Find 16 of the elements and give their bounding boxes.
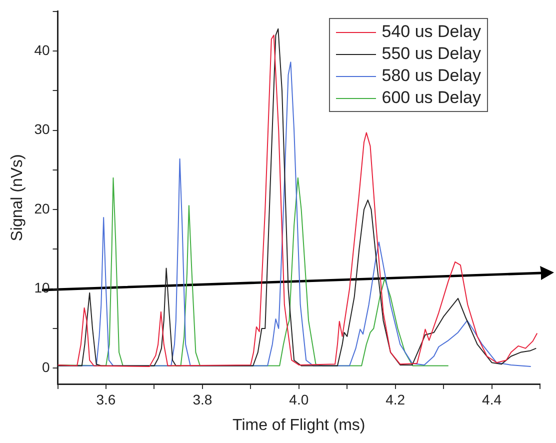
x-tick-label: 4.2	[386, 391, 406, 408]
legend-label: 550 us Delay	[382, 43, 481, 65]
x-tick-label: 3.6	[96, 391, 116, 408]
x-tick-label: 4.0	[289, 391, 309, 408]
x-tick-label: 3.8	[192, 391, 212, 408]
legend-label: 580 us Delay	[382, 65, 481, 87]
x-tick-label: 4.4	[482, 391, 502, 408]
y-tick-label: 30	[34, 121, 50, 138]
y-tick-label: 10	[34, 280, 50, 296]
legend-label: 600 us Delay	[382, 87, 481, 109]
x-axis-title: Time of Flight (ms)	[232, 416, 366, 434]
legend-label: 540 us Delay	[382, 21, 481, 43]
y-axis-title: Signal (nVs)	[9, 154, 26, 242]
y-tick-label: 0	[42, 359, 50, 376]
y-tick-label: 20	[34, 200, 50, 216]
y-tick-label: 40	[34, 42, 50, 58]
